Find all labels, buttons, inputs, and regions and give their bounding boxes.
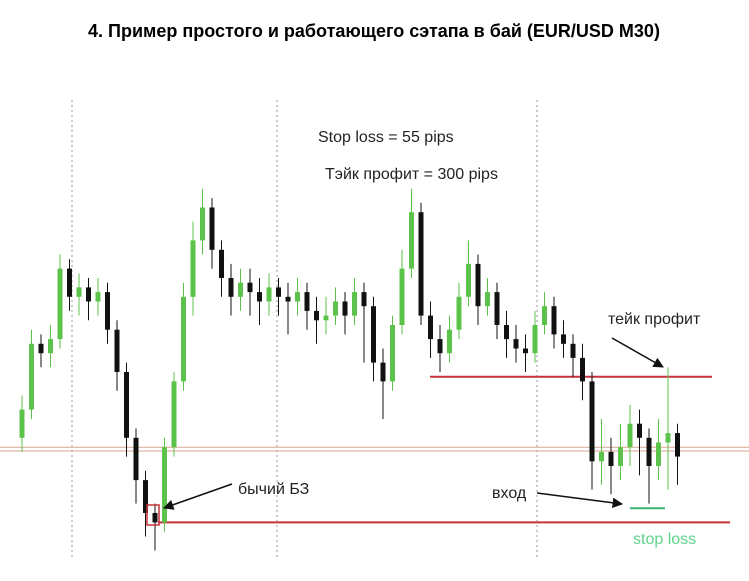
candle-body [57, 268, 63, 340]
highlight-box [146, 504, 160, 526]
candle-body [323, 315, 329, 321]
candle-body [532, 325, 538, 354]
candle-body [95, 292, 101, 302]
candle-body [314, 310, 319, 321]
candle-body [371, 306, 376, 363]
candle-body [466, 263, 471, 297]
candle-body [390, 325, 395, 382]
candle-body [485, 292, 490, 307]
candle-body [418, 212, 424, 316]
candle-body [124, 372, 129, 438]
candle-body [209, 207, 215, 250]
candle-body [570, 343, 576, 358]
chart-title: 4. Пример простого и работающего сэтапа … [88, 21, 660, 41]
candle-body [105, 292, 110, 330]
candle-body [342, 301, 348, 316]
candle-body [29, 343, 34, 410]
candle-body [637, 423, 642, 438]
plot [0, 188, 749, 551]
candle-body [399, 268, 405, 325]
candle-body [656, 442, 661, 466]
candle-body [133, 437, 139, 481]
candle-body [551, 306, 557, 335]
candle-body [599, 451, 604, 462]
candle-body [561, 334, 566, 344]
candle-body [276, 287, 281, 297]
arrow [163, 483, 233, 510]
candle-body [162, 447, 167, 523]
candle-body [608, 451, 614, 466]
annotation: Тэйк профит = 300 pips [325, 166, 498, 183]
annotation: тейк профит [608, 311, 701, 328]
candle-body [380, 362, 386, 382]
annotation: вход [492, 485, 527, 502]
annotation: stop loss [633, 531, 696, 548]
arrow [611, 337, 664, 368]
candle-body [504, 325, 509, 340]
candle-body [589, 381, 595, 462]
candle-body [646, 437, 652, 466]
candle-body [513, 339, 519, 349]
candle-body [523, 348, 528, 354]
annotation: Stop loss = 55 pips [318, 129, 454, 146]
candle-body [675, 433, 680, 457]
candle-body [456, 296, 462, 330]
candle-body [190, 240, 196, 297]
candle-body [333, 301, 338, 316]
candle-body [618, 447, 623, 466]
candle-body [76, 287, 82, 297]
candle-body [304, 292, 310, 311]
candle-body [665, 433, 671, 443]
candle-body [19, 409, 25, 438]
candle-body [247, 282, 253, 293]
candle-body [266, 287, 272, 302]
candle-body [181, 296, 186, 382]
candle-body [219, 249, 224, 278]
candle-body [143, 480, 148, 513]
candle-body [580, 357, 585, 382]
candle-body [475, 263, 481, 307]
candle-body [257, 292, 262, 302]
candle-body [428, 315, 433, 340]
candle-body [86, 287, 91, 302]
candle-body [352, 292, 357, 316]
annotation: бычий БЗ [238, 481, 309, 498]
candle-body [200, 207, 205, 241]
candle-body [627, 423, 633, 448]
candle-body [171, 381, 177, 448]
candle-body [48, 339, 53, 354]
candle-body [38, 343, 44, 354]
candle-body [228, 278, 234, 297]
candle-body [67, 268, 72, 297]
candle-body [295, 292, 300, 302]
candle-body [542, 306, 547, 325]
candle-body [409, 212, 414, 269]
candle-body [437, 339, 443, 354]
candle-body [285, 296, 291, 302]
candle-body [114, 329, 120, 372]
candle-body [238, 282, 243, 297]
arrow [536, 492, 624, 508]
candle-body [494, 292, 500, 325]
candle-body [152, 513, 158, 523]
candle-body [361, 292, 367, 307]
candle-body [447, 329, 452, 354]
